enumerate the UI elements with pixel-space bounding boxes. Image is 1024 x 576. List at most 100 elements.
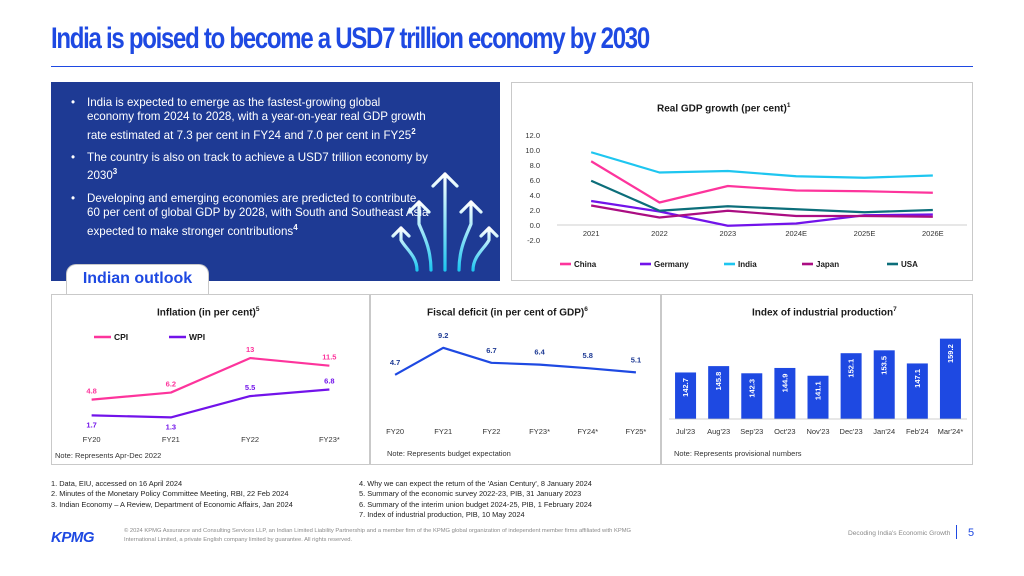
iip-bar-sep-23 (741, 373, 763, 419)
gdp-series-india (590, 151, 933, 179)
footer-divider (956, 525, 957, 539)
inflation-x-tick-fy21: FY21 (162, 435, 180, 444)
page-title: India is poised to become a USD7 trillio… (51, 22, 650, 55)
iip-bar-jul-23 (675, 372, 697, 419)
iip-bar-oct-23 (774, 367, 796, 419)
gdp-x-tick-2024e: 2024E (785, 229, 807, 238)
iip-bar-nov-23 (807, 375, 829, 419)
indian-outlook-tab: Indian outlook (66, 264, 209, 294)
bullet-ref-2: 2 (411, 126, 416, 136)
gdp-x-tick-2021: 2021 (583, 229, 600, 238)
inflation-label-wpi-3: 6.8 (324, 377, 334, 386)
fiscal-note: Note: Represents budget expectation (387, 449, 511, 458)
inflation-chart-title: Inflation (in per cent)5 (157, 306, 260, 319)
fiscal-x-tick-fy24: FY24* (577, 427, 598, 436)
iip-x-tick-aug-23: Aug'23 (707, 427, 730, 436)
fiscal-x-tick-fy25: FY25* (625, 427, 646, 436)
iip-chart-title: Index of industrial production7 (752, 306, 897, 319)
gdp-y-tick: 10.0 (525, 146, 540, 155)
footnote-3: 3. Indian Economy – A Review, Department… (51, 499, 293, 509)
gdp-y-tick: 12.0 (525, 131, 540, 140)
iip-value-dec-23: 152.1 (847, 359, 856, 378)
iip-value-sep-23: 142.3 (747, 379, 756, 398)
fiscal-x-tick-fy20: FY20 (386, 427, 404, 436)
fiscal-x-tick-fy22: FY22 (482, 427, 500, 436)
inflation-x-tick-fy23: FY23* (319, 435, 340, 444)
fiscal-label-fy25: 5.1 (631, 355, 641, 364)
gdp-legend-india: India (738, 260, 757, 269)
gdp-y-tick: -2.0 (527, 236, 540, 245)
fiscal-label-fy21: 9.2 (438, 331, 448, 340)
fiscal-label-fy22: 6.7 (486, 346, 496, 355)
inflation-legend-wpi: WPI (189, 332, 205, 342)
footnote-7: 7. Index of industrial production, PIB, … (359, 510, 525, 520)
intro-bullet-3: • Developing and emerging economies are p… (71, 191, 429, 238)
fiscal-label-fy23: 6.4 (534, 348, 545, 357)
gdp-x-tick-2025e: 2025E (854, 229, 876, 238)
document-name: Decoding India's Economic Growth (848, 530, 951, 537)
iip-value-aug-23: 145.8 (714, 372, 723, 391)
intro-bullet-2: • The country is also on track to achieve… (71, 151, 428, 183)
inflation-label-wpi-1: 1.3 (166, 422, 176, 431)
gdp-chart: 12.0 10.0 8.0 6.0 4.0 2.0 0.0 -2.0 2021 2022 2023 2… (525, 131, 967, 269)
intro-bullet-1: • India is expected to emerge as the fast… (71, 96, 426, 142)
fiscal-chart-title: Fiscal deficit (in per cent of GDP)6 (427, 306, 588, 319)
gdp-legend-china: China (574, 260, 597, 269)
footnote-1: 1. Data, EIU, accessed on 16 April 2024 (51, 479, 183, 488)
footnote-2: 2. Minutes of the Monetary Policy Commit… (51, 489, 289, 499)
inflation-label-cpi-0: 4.8 (86, 387, 96, 396)
fiscal-x-tick-fy21: FY21 (434, 427, 452, 436)
iip-x-tick-dec-23: Dec'23 (840, 427, 863, 436)
iip-value-oct-23: 144.9 (780, 374, 789, 393)
title-divider (51, 66, 973, 67)
footnote-4: 4. Why we can expect the return of the '… (359, 479, 592, 488)
kpmg-logo: KPMG (51, 529, 95, 546)
bullet-ref-4: 4 (293, 222, 298, 232)
iip-bar-mar-24 (939, 338, 961, 419)
fiscal-x-tick-fy23: FY23* (529, 427, 550, 436)
gdp-x-tick-2026e: 2026E (922, 229, 944, 238)
gdp-legend-germany: Germany (654, 260, 689, 269)
bullet-ref-3: 3 (112, 167, 118, 177)
gdp-x-tick-2022: 2022 (651, 229, 668, 238)
iip-x-tick-mar-24: Mar'24* (938, 427, 964, 436)
gdp-series-china (590, 160, 933, 204)
iip-x-tick-jul-23: Jul'23 (676, 427, 695, 436)
iip-bar-jan-24 (873, 350, 895, 419)
inflation-chart: FY20 FY21 FY22 FY23* 4.8 6.2 13 11.5 CPI 1.7 1.3 5.… (83, 332, 340, 444)
gdp-chart-panel: Real GDP growth (per cent)1 12.0 10.0 8.0 6… (511, 82, 973, 281)
iip-chart-panel: Index of industrial production7 142.7 Jul… (661, 294, 973, 465)
inflation-label-wpi-2: 5.5 (245, 383, 255, 392)
copyright-text: © 2024 KPMG Assurance and Consulting Ser… (124, 528, 632, 543)
intro-bullets: • India is expected to emerge as the fast… (69, 96, 429, 247)
iip-value-feb-24: 147.1 (913, 369, 922, 388)
iip-x-tick-jan-24: Jan'24 (873, 427, 895, 436)
inflation-label-cpi-2: 13 (246, 345, 254, 354)
fiscal-label-fy24: 5.8 (583, 351, 593, 360)
gdp-x-tick-2023: 2023 (719, 229, 736, 238)
iip-note: Note: Represents provisional numbers (674, 449, 802, 458)
fiscal-label-fy20: 4.7 (390, 358, 400, 367)
gdp-legend-usa: USA (901, 260, 918, 269)
footnotes-right: 4. Why we can expect the return of the '… (359, 479, 592, 521)
iip-bar-dec-23 (840, 353, 862, 419)
iip-value-jan-24: 153.5 (880, 356, 889, 375)
footnotes-left: 1. Data, EIU, accessed on 16 April 2024 … (51, 479, 293, 510)
fiscal-chart: FY20 FY21 FY22 FY23* FY24* FY25* 4.7 9.2 6.7 6.4 5… (386, 331, 646, 436)
fiscal-series-line (394, 346, 637, 376)
iip-bar-aug-23 (708, 366, 730, 419)
gdp-y-tick: 8.0 (530, 161, 540, 170)
page-number: 5 (968, 527, 975, 539)
gdp-y-tick: 0.0 (530, 221, 540, 230)
iip-bar-feb-24 (906, 363, 928, 419)
inflation-x-tick-fy20: FY20 (83, 435, 101, 444)
iip-value-jul-23: 142.7 (681, 378, 690, 397)
inflation-label-cpi-3: 11.5 (322, 353, 336, 362)
inflation-series-wpi (91, 388, 330, 419)
gdp-y-tick: 4.0 (530, 191, 540, 200)
inflation-legend-cpi: CPI (114, 332, 128, 342)
iip-x-tick-sep-23: Sep'23 (740, 427, 763, 436)
iip-value-nov-23: 141.1 (814, 381, 823, 400)
inflation-x-tick-fy22: FY22 (241, 435, 259, 444)
inflation-chart-panel: Inflation (in per cent)5 FY20 FY21 FY22 FY2… (51, 294, 370, 465)
